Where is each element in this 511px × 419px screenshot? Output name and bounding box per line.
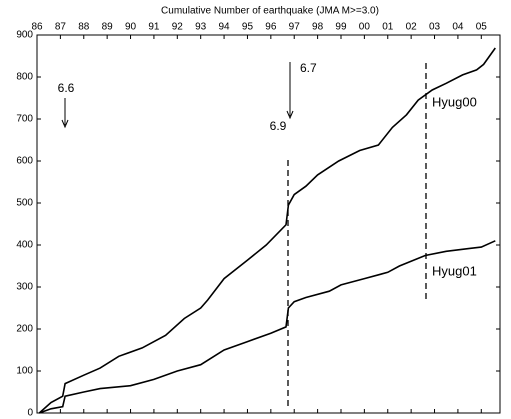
- y-tick-label: 600: [16, 156, 33, 167]
- x-tick-label: 94: [219, 22, 231, 33]
- x-tick-label: 88: [78, 22, 90, 33]
- x-tick-label: 98: [312, 22, 324, 33]
- x-tick-label: 95: [242, 22, 254, 33]
- x-tick-label: 97: [289, 22, 301, 33]
- x-tick-label: 89: [102, 22, 114, 33]
- x-tick-label: 96: [265, 22, 277, 33]
- legend-label: Hyug01: [432, 263, 477, 278]
- y-tick-label: 100: [16, 366, 33, 377]
- y-tick-label: 700: [16, 114, 33, 125]
- arrow-head: [61, 119, 69, 129]
- x-tick-label: 01: [382, 22, 394, 33]
- series-line: [39, 240, 496, 414]
- series-line: [38, 47, 496, 414]
- x-tick-label: 03: [429, 22, 441, 33]
- x-tick-label: 02: [406, 22, 418, 33]
- x-tick-label: 00: [359, 22, 371, 33]
- y-tick-label: 200: [16, 324, 33, 335]
- x-tick-label: 99: [335, 22, 347, 33]
- y-tick-label: 0: [27, 408, 33, 419]
- y-tick-label: 900: [16, 30, 33, 41]
- y-tick-label: 800: [16, 72, 33, 83]
- x-tick-label: 86: [31, 22, 43, 33]
- y-tick-label: 400: [16, 240, 33, 251]
- annotation: 6.6: [58, 81, 75, 95]
- x-tick-label: 90: [125, 22, 137, 33]
- x-tick-label: 04: [452, 22, 464, 33]
- chart-title: Cumulative Number of earthquake (JMA M>=…: [161, 6, 379, 17]
- annotation: 6.7: [300, 61, 317, 75]
- x-tick-label: 93: [195, 22, 207, 33]
- legend-label: Hyug00: [432, 94, 477, 109]
- y-tick-label: 500: [16, 198, 33, 209]
- x-tick-label: 91: [148, 22, 160, 33]
- x-tick-label: 05: [476, 22, 488, 33]
- x-tick-label: 87: [55, 22, 67, 33]
- plot-frame: [36, 34, 501, 414]
- y-tick-label: 300: [16, 282, 33, 293]
- x-tick-label: 92: [172, 22, 184, 33]
- annotation: 6.9: [270, 119, 287, 133]
- arrow-head: [286, 110, 294, 120]
